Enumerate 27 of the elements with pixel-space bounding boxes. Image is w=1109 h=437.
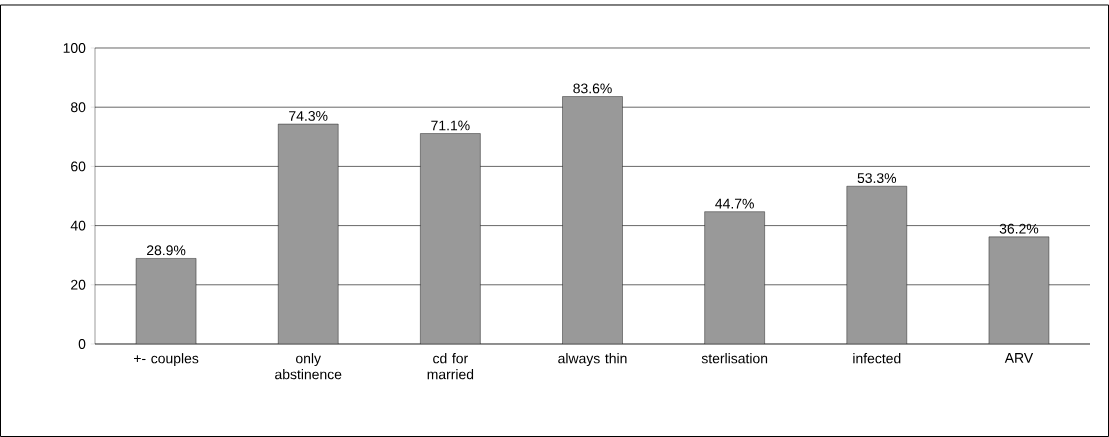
x-tick-label: only abstinence — [275, 353, 342, 380]
data-label: 53.3% — [857, 173, 897, 184]
data-label: 36.2% — [999, 223, 1039, 234]
x-tick-label: cd for married — [427, 353, 474, 380]
y-tick-label: 0 — [78, 339, 86, 349]
bar — [988, 236, 1050, 344]
bar — [420, 133, 481, 344]
data-label: 83.6% — [573, 83, 612, 94]
bar — [704, 211, 765, 344]
y-tick-label: 100 — [63, 43, 86, 53]
y-tick-label: 60 — [71, 161, 86, 172]
bar — [562, 96, 623, 344]
x-tick-label: always thin — [558, 353, 627, 367]
data-label: 28.9% — [147, 245, 186, 256]
x-tick-label: sterlisation — [701, 353, 768, 364]
data-label: 74.3% — [289, 110, 328, 121]
bar — [135, 258, 197, 344]
bar — [278, 123, 339, 344]
y-tick-label: 80 — [71, 102, 86, 113]
x-tick-label: infected — [853, 353, 901, 364]
data-label: 71.1% — [431, 120, 470, 131]
data-label: 44.7% — [715, 198, 754, 209]
bar — [846, 186, 907, 344]
y-tick-label: 20 — [71, 279, 86, 290]
x-tick-label: +- couples — [134, 353, 199, 367]
y-tick-label: 40 — [70, 220, 86, 231]
x-tick-label: ARV — [1004, 353, 1034, 363]
